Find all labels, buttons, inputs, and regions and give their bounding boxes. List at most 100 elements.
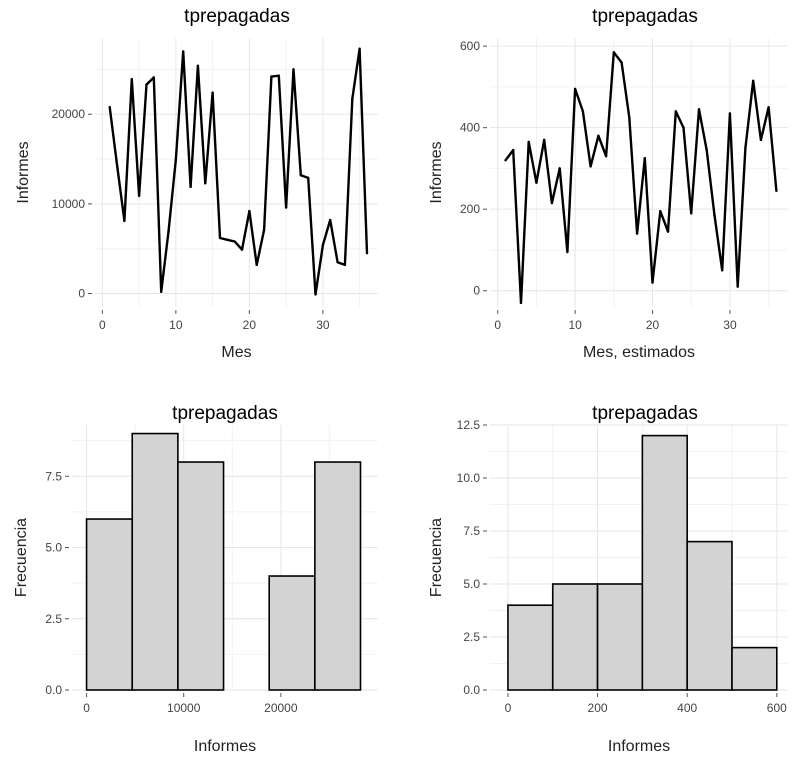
y-tick-label: 2.5 bbox=[463, 630, 480, 644]
data-point bbox=[751, 79, 755, 82]
data-point bbox=[196, 64, 200, 67]
data-point bbox=[721, 269, 724, 272]
data-point bbox=[643, 157, 647, 160]
data-point bbox=[705, 148, 708, 152]
y-tick-label: 600 bbox=[460, 39, 480, 53]
x-tick-label: 0 bbox=[83, 701, 90, 715]
histogram-bar bbox=[731, 646, 778, 691]
data-point bbox=[558, 167, 561, 170]
x-tick-label: 10 bbox=[169, 318, 183, 332]
data-point bbox=[612, 51, 616, 54]
panel-1: 0 10 20 30 0 10000 20000 tprepagadas Mes Informes bbox=[15, 6, 378, 361]
data-point bbox=[620, 61, 623, 64]
y-axis-label: Informes bbox=[428, 141, 445, 203]
data-point bbox=[512, 148, 515, 152]
y-tick-label: 0 bbox=[78, 287, 85, 301]
data-point bbox=[651, 281, 654, 284]
data-point bbox=[343, 263, 347, 267]
data-point bbox=[240, 248, 244, 251]
data-point bbox=[659, 210, 662, 213]
data-point bbox=[248, 209, 251, 213]
data-point bbox=[174, 157, 178, 161]
data-point bbox=[358, 47, 361, 50]
data-point bbox=[527, 140, 530, 144]
panel-2: 0 10 20 30 0 200 400 600 tprepagadas Mes, estimad… bbox=[428, 6, 788, 361]
data-point bbox=[321, 243, 325, 247]
x-tick-label: 30 bbox=[723, 318, 737, 332]
series-line bbox=[504, 51, 778, 305]
data-point bbox=[682, 126, 685, 129]
data-point bbox=[152, 76, 156, 79]
data-point bbox=[306, 176, 310, 180]
x-axis-label: Mes, estimados bbox=[583, 344, 695, 361]
chart-title: tprepagadas bbox=[184, 6, 290, 27]
data-point bbox=[666, 230, 670, 233]
data-point bbox=[597, 134, 600, 138]
x-tick-label: 10 bbox=[568, 318, 582, 332]
histogram-bar bbox=[507, 604, 554, 691]
data-point bbox=[713, 214, 716, 217]
data-point bbox=[292, 68, 295, 71]
data-point bbox=[336, 260, 339, 264]
data-point bbox=[581, 110, 585, 113]
data-point bbox=[189, 185, 192, 189]
y-tick-label: 10.0 bbox=[457, 471, 481, 485]
histogram-bar bbox=[686, 540, 733, 691]
data-point bbox=[226, 238, 229, 241]
y-tick-label: 0.0 bbox=[463, 683, 480, 697]
data-point bbox=[270, 75, 273, 78]
y-tick-label: 400 bbox=[460, 121, 480, 135]
y-tick-label: 7.5 bbox=[463, 524, 480, 538]
data-point bbox=[233, 240, 236, 243]
data-point bbox=[635, 232, 639, 235]
data-point bbox=[218, 236, 222, 240]
data-point bbox=[262, 228, 266, 232]
data-point bbox=[167, 230, 170, 233]
y-tick-label: 5.0 bbox=[463, 577, 480, 591]
data-point bbox=[573, 87, 577, 91]
data-point bbox=[535, 181, 538, 184]
y-axis-label: Informes bbox=[15, 141, 32, 203]
series-line bbox=[108, 47, 369, 296]
x-axis-label: Informes bbox=[194, 738, 256, 755]
x-tick-label: 20000 bbox=[264, 701, 298, 715]
data-point bbox=[159, 290, 163, 293]
data-point bbox=[690, 212, 693, 215]
y-tick-label: 2.5 bbox=[45, 612, 62, 626]
data-point bbox=[566, 250, 569, 254]
x-axis-label: Informes bbox=[608, 738, 670, 755]
data-point bbox=[299, 173, 303, 177]
data-point bbox=[211, 91, 214, 94]
x-tick-label: 400 bbox=[677, 701, 697, 715]
histogram-bar bbox=[177, 461, 225, 691]
data-point bbox=[137, 194, 141, 198]
histogram-bar bbox=[551, 583, 599, 691]
data-point bbox=[728, 112, 732, 115]
x-tick-label: 600 bbox=[767, 701, 787, 715]
histogram-bar bbox=[268, 575, 316, 691]
y-tick-label: 5.0 bbox=[45, 541, 62, 555]
y-tick-label: 20000 bbox=[52, 107, 86, 121]
data-point bbox=[123, 219, 126, 223]
data-point bbox=[736, 285, 739, 288]
data-point bbox=[351, 97, 354, 101]
x-tick-label: 20 bbox=[646, 318, 660, 332]
chart-title: tprepagadas bbox=[592, 6, 698, 27]
x-tick-label: 20 bbox=[243, 318, 257, 332]
x-tick-label: 10000 bbox=[167, 701, 201, 715]
x-tick-label: 0 bbox=[99, 318, 106, 332]
data-point bbox=[589, 165, 592, 168]
data-point bbox=[115, 164, 119, 167]
y-tick-label: 0.0 bbox=[45, 683, 62, 697]
panel-4: 0 200 400 600 0.0 2.5 5.0 7.5 10.0 12.5 tprepagada… bbox=[428, 403, 788, 755]
x-tick-label: 200 bbox=[588, 701, 608, 715]
y-tick-label: 7.5 bbox=[45, 469, 62, 483]
data-point bbox=[130, 78, 133, 81]
y-tick-label: 10000 bbox=[52, 197, 86, 211]
histogram-bar bbox=[131, 432, 179, 691]
data-point bbox=[255, 263, 258, 267]
data-point bbox=[542, 138, 546, 142]
y-tick-label: 12.5 bbox=[457, 418, 481, 432]
